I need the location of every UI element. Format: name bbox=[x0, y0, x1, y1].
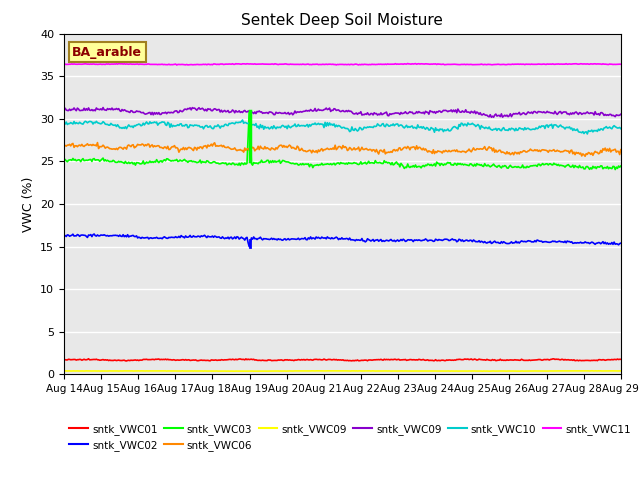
sntk_VWC06 bbox=[60, 143, 68, 149]
sntk_VWC02 bbox=[519, 239, 527, 244]
sntk_VWC11 bbox=[393, 61, 401, 67]
sntk_VWC03 bbox=[617, 163, 625, 169]
Legend: sntk_VWC01, sntk_VWC02, sntk_VWC03, sntk_VWC06, sntk_VWC09, sntk_VWC09, sntk_VWC: sntk_VWC01, sntk_VWC02, sntk_VWC03, sntk… bbox=[69, 424, 631, 451]
sntk_VWC03 bbox=[605, 166, 612, 172]
sntk_VWC11 bbox=[326, 61, 333, 67]
sntk_VWC09 bbox=[326, 368, 333, 374]
sntk_VWC02 bbox=[90, 231, 98, 237]
sntk_VWC01 bbox=[60, 357, 68, 363]
sntk_VWC03 bbox=[611, 167, 619, 172]
sntk_VWC09 bbox=[606, 368, 614, 374]
sntk_VWC06 bbox=[581, 154, 589, 159]
sntk_VWC10 bbox=[239, 117, 246, 123]
sntk_VWC02 bbox=[606, 240, 614, 246]
sntk_VWC02 bbox=[364, 236, 371, 241]
sntk_VWC01 bbox=[123, 358, 131, 364]
sntk_VWC10 bbox=[606, 124, 614, 130]
sntk_VWC03 bbox=[245, 108, 253, 114]
sntk_VWC03 bbox=[329, 161, 337, 167]
sntk_VWC10 bbox=[329, 122, 337, 128]
sntk_VWC03 bbox=[393, 159, 401, 165]
sntk_VWC01 bbox=[519, 357, 527, 363]
sntk_VWC02 bbox=[617, 240, 625, 246]
sntk_VWC09 bbox=[519, 110, 527, 116]
sntk_VWC03 bbox=[518, 164, 525, 170]
sntk_VWC09 bbox=[362, 368, 370, 374]
sntk_VWC09 bbox=[393, 368, 401, 374]
sntk_VWC06 bbox=[393, 147, 401, 153]
sntk_VWC06 bbox=[518, 150, 525, 156]
sntk_VWC01 bbox=[327, 357, 335, 362]
sntk_VWC09 bbox=[606, 111, 614, 117]
sntk_VWC02 bbox=[327, 236, 335, 242]
sntk_VWC09 bbox=[617, 368, 625, 374]
sntk_VWC03 bbox=[60, 158, 68, 164]
sntk_VWC11 bbox=[60, 61, 68, 67]
sntk_VWC10 bbox=[60, 120, 68, 126]
sntk_VWC01 bbox=[84, 356, 92, 361]
sntk_VWC09 bbox=[326, 105, 333, 111]
sntk_VWC01 bbox=[617, 357, 625, 362]
sntk_VWC09 bbox=[488, 114, 495, 120]
sntk_VWC06 bbox=[606, 145, 614, 151]
sntk_VWC01 bbox=[394, 357, 401, 362]
sntk_VWC09 bbox=[60, 368, 68, 374]
Text: BA_arable: BA_arable bbox=[72, 46, 142, 59]
sntk_VWC09 bbox=[231, 368, 239, 374]
sntk_VWC10 bbox=[362, 125, 370, 131]
sntk_VWC06 bbox=[617, 147, 625, 153]
Line: sntk_VWC09: sntk_VWC09 bbox=[64, 108, 621, 117]
Title: Sentek Deep Soil Moisture: Sentek Deep Soil Moisture bbox=[241, 13, 444, 28]
Line: sntk_VWC01: sntk_VWC01 bbox=[64, 359, 621, 361]
sntk_VWC06 bbox=[362, 145, 370, 151]
sntk_VWC10 bbox=[584, 131, 591, 137]
sntk_VWC09 bbox=[99, 105, 107, 110]
sntk_VWC09 bbox=[393, 110, 401, 116]
sntk_VWC01 bbox=[364, 358, 371, 364]
Y-axis label: VWC (%): VWC (%) bbox=[22, 176, 35, 232]
sntk_VWC02 bbox=[245, 244, 253, 250]
sntk_VWC10 bbox=[393, 121, 401, 127]
sntk_VWC11 bbox=[606, 61, 614, 67]
sntk_VWC06 bbox=[329, 145, 337, 151]
sntk_VWC11 bbox=[404, 60, 412, 66]
sntk_VWC03 bbox=[326, 162, 333, 168]
sntk_VWC10 bbox=[326, 120, 333, 126]
sntk_VWC03 bbox=[362, 161, 370, 167]
sntk_VWC02 bbox=[60, 233, 68, 239]
sntk_VWC09 bbox=[329, 108, 337, 113]
sntk_VWC01 bbox=[330, 357, 338, 362]
sntk_VWC09 bbox=[362, 111, 370, 117]
sntk_VWC09 bbox=[518, 368, 525, 374]
sntk_VWC09 bbox=[617, 111, 625, 117]
sntk_VWC06 bbox=[93, 140, 101, 145]
sntk_VWC11 bbox=[519, 61, 527, 67]
sntk_VWC02 bbox=[394, 237, 401, 243]
sntk_VWC11 bbox=[173, 62, 180, 68]
sntk_VWC06 bbox=[326, 146, 333, 152]
Line: sntk_VWC06: sntk_VWC06 bbox=[64, 143, 621, 156]
Line: sntk_VWC11: sntk_VWC11 bbox=[64, 63, 621, 65]
sntk_VWC02 bbox=[330, 236, 338, 241]
Line: sntk_VWC03: sntk_VWC03 bbox=[64, 111, 621, 169]
sntk_VWC01 bbox=[606, 357, 614, 363]
Line: sntk_VWC10: sntk_VWC10 bbox=[64, 120, 621, 134]
sntk_VWC11 bbox=[617, 61, 625, 67]
sntk_VWC09 bbox=[588, 368, 596, 373]
sntk_VWC09 bbox=[329, 368, 337, 374]
Line: sntk_VWC02: sntk_VWC02 bbox=[64, 234, 621, 247]
sntk_VWC10 bbox=[617, 126, 625, 132]
sntk_VWC09 bbox=[60, 108, 68, 113]
sntk_VWC10 bbox=[518, 126, 525, 132]
sntk_VWC11 bbox=[362, 61, 370, 67]
sntk_VWC11 bbox=[329, 61, 337, 67]
